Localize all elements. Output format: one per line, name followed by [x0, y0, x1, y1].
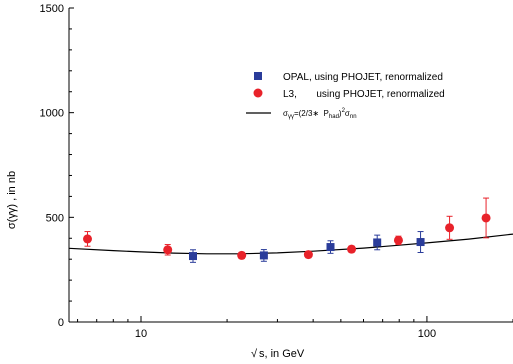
fit-curve — [68, 233, 513, 255]
formula-sub-nn: nn — [350, 114, 357, 120]
point-marker — [259, 251, 268, 260]
legend-curve-text: σγγ=(2/3∗ Phad)2σnn — [283, 108, 357, 120]
formula-sub-had: had — [329, 114, 339, 120]
formula-sub-gg: γγ — [288, 114, 294, 120]
point-marker — [163, 245, 173, 255]
x-axis-label-text: s, in GeV — [259, 348, 305, 360]
data-point — [163, 244, 173, 256]
opal-series — [188, 231, 425, 263]
point-marker — [373, 238, 382, 247]
data-point — [373, 234, 382, 251]
point-marker — [188, 252, 197, 261]
legend: OPAL, using PHOJET, renormalized L3, usi… — [246, 72, 445, 120]
point-marker — [303, 250, 313, 260]
x-axis-label: √ s, in GeV — [251, 348, 305, 360]
formula-sup-2: 2 — [342, 108, 346, 114]
y-tick-label: 1500 — [40, 3, 64, 15]
point-marker — [416, 238, 425, 247]
x-axis-ticks: 10 100 — [77, 316, 513, 340]
y-tick-label: 0 — [58, 317, 64, 329]
y-axis-ticks: 0 500 1000 1500 — [40, 3, 74, 329]
l3-series — [83, 197, 491, 260]
legend-opal-text: OPAL, using PHOJET, renormalized — [283, 72, 443, 83]
legend-l3-text: L3, using PHOJET, renormalized — [283, 89, 445, 100]
legend-opal-marker — [254, 72, 262, 80]
formula-sigma2: σ — [345, 109, 350, 118]
data-point — [416, 231, 425, 254]
point-marker — [326, 243, 335, 252]
x-tick-label: 100 — [418, 328, 436, 340]
point-marker — [83, 234, 93, 244]
data-point — [481, 197, 491, 239]
data-point — [347, 244, 357, 254]
y-tick-label: 1000 — [40, 108, 64, 120]
formula-paren: ) — [339, 109, 342, 118]
point-marker — [237, 250, 247, 260]
data-point — [303, 250, 313, 260]
point-marker — [393, 235, 403, 245]
point-marker — [347, 244, 357, 254]
plot-frame — [68, 8, 513, 323]
point-marker — [481, 213, 491, 223]
y-tick-label: 500 — [46, 212, 64, 224]
data-point — [445, 215, 455, 240]
legend-l3-marker — [253, 88, 263, 98]
data-point — [188, 249, 197, 263]
sqrt-symbol: √ — [251, 348, 258, 360]
data-point — [393, 235, 403, 246]
data-point — [237, 250, 247, 260]
data-point — [259, 249, 268, 262]
y-axis-label: σ(γγ) , in nb — [6, 171, 18, 229]
data-point — [83, 231, 93, 247]
formula-sigma: σ — [283, 109, 288, 118]
point-marker — [445, 223, 455, 233]
formula-mid: =(2/3∗ P — [294, 109, 329, 118]
data-point — [326, 240, 335, 254]
x-tick-label: 10 — [135, 328, 147, 340]
